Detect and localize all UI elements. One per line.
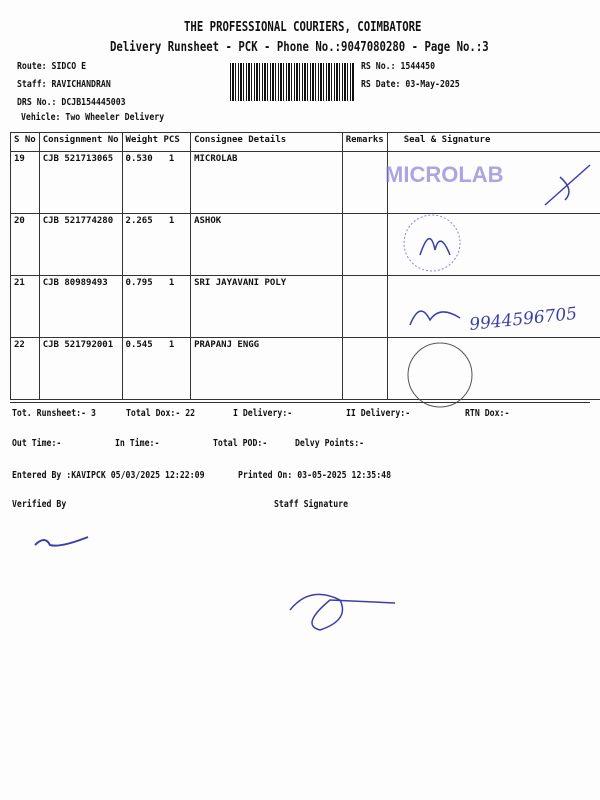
cell-weight-pcs: 0.795 1	[121, 275, 192, 338]
cell-consignment: CJB 80989493	[38, 275, 123, 338]
runsheet-subtitle: Delivery Runsheet - PCK - Phone No.:9047…	[110, 40, 489, 55]
rs-number: RS No.: 1544450	[361, 61, 436, 72]
consignment-table: S No Consignment No Weight PCS Consignee…	[10, 132, 600, 400]
i-delivery: I Delivery:-	[233, 408, 293, 419]
out-time: Out Time:-	[12, 438, 62, 449]
divider	[10, 402, 590, 403]
total-dox: Total Dox:- 22	[126, 408, 196, 419]
signature-row21	[409, 310, 461, 326]
barcode	[230, 63, 354, 101]
cell-remarks	[341, 213, 388, 276]
table-row: 21 CJB 80989493 0.795 1 SRI JAYAVANI POL…	[10, 275, 600, 338]
cell-consignment: CJB 521792001	[38, 337, 123, 400]
table-row: 19 CJB 521713065 0.530 1 MICROLAB	[10, 151, 600, 214]
cell-consignee: PRAPANJ ENGG	[190, 337, 343, 400]
tot-runsheet: Tot. Runsheet:- 3	[12, 408, 96, 419]
cell-consignee: ASHOK	[190, 213, 343, 276]
company-title: THE PROFESSIONAL COURIERS, COIMBATORE	[184, 20, 422, 35]
total-pod: Total POD:-	[213, 438, 268, 449]
table-row: 22 CJB 521792001 0.545 1 PRAPANJ ENGG	[10, 337, 600, 400]
cell-weight-pcs: 0.545 1	[121, 337, 192, 400]
cell-weight-pcs: 0.530 1	[121, 151, 192, 214]
signature-row19	[544, 164, 591, 206]
verifier-signature	[34, 536, 89, 547]
table-row: 20 CJB 521774280 2.265 1 ASHOK	[10, 213, 600, 276]
staff-signature-mark	[289, 593, 396, 631]
stamp-row20	[403, 214, 461, 272]
rs-date: RS Date: 03-May-2025	[361, 79, 460, 90]
cell-consignee: MICROLAB	[190, 151, 343, 214]
printed-on: Printed On: 03-05-2025 12:35:48	[238, 470, 392, 481]
verified-by: Verified By	[12, 499, 67, 510]
cell-seal	[386, 337, 600, 400]
cell-weight-pcs: 2.265 1	[121, 213, 192, 276]
in-time: In Time:-	[115, 438, 160, 449]
route: Route: SIDCO E	[17, 61, 87, 72]
cell-consignment: CJB 521713065	[38, 151, 123, 214]
cell-seal	[386, 213, 600, 276]
staff-signature: Staff Signature	[274, 499, 349, 510]
microlab-stamp: MICROLAB	[385, 162, 504, 187]
staff: Staff: RAVICHANDRAN	[17, 79, 111, 90]
vehicle: Vehicle: Two Wheeler Delivery	[21, 112, 165, 123]
delvy-points: Delvy Points:-	[295, 438, 365, 449]
rtn-dox: RTN Dox:-	[465, 408, 510, 419]
drs-number: DRS No.: DCJB154445003	[17, 97, 126, 108]
ii-delivery: II Delivery:-	[346, 408, 411, 419]
signature-row20	[419, 238, 451, 256]
cell-seal	[386, 275, 600, 338]
handwritten-phone: 9944596705	[468, 304, 578, 335]
entered-by: Entered By :KAVIPCK 05/03/2025 12:22:09	[12, 470, 205, 481]
stamp-row22	[407, 342, 473, 408]
